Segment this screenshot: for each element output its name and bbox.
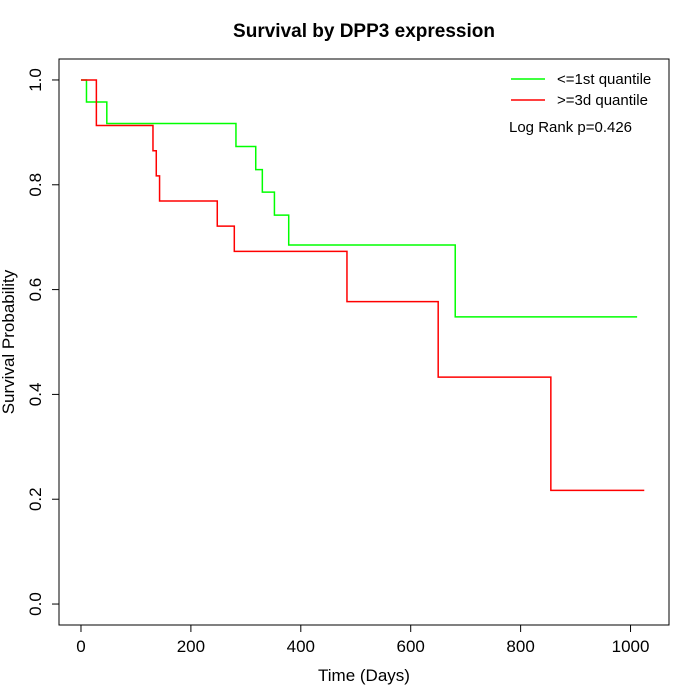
x-tick-label: 800 xyxy=(506,637,534,656)
x-axis: 0 200 400 600 800 1000 xyxy=(76,624,650,656)
y-tick-label: 0.6 xyxy=(26,278,45,302)
x-tick-label: 400 xyxy=(287,637,315,656)
y-tick-label: 0.0 xyxy=(26,592,45,616)
x-tick-label: 0 xyxy=(76,637,85,656)
y-tick-label: 0.8 xyxy=(26,173,45,197)
series-line-low xyxy=(80,79,638,318)
legend-label-low: <=1st quantile xyxy=(557,71,651,88)
legend: <=1st quantile >=3d quantile xyxy=(511,71,651,109)
plot-frame xyxy=(58,58,670,626)
y-axis-label: Survival Probability xyxy=(0,269,18,414)
y-tick-label: 0.4 xyxy=(26,383,45,407)
x-axis-label: Time (Days) xyxy=(318,666,410,685)
chart-title: Survival by DPP3 expression xyxy=(233,21,495,42)
x-tick-label: 600 xyxy=(397,637,425,656)
series-lines xyxy=(80,79,645,492)
y-axis: 0.0 0.2 0.4 0.6 0.8 1.0 xyxy=(26,68,60,616)
log-rank-annotation: Log Rank p=0.426 xyxy=(509,119,632,136)
series-line-high xyxy=(80,79,645,492)
x-tick-label: 200 xyxy=(177,637,205,656)
y-tick-label: 1.0 xyxy=(26,68,45,92)
legend-label-high: >=3d quantile xyxy=(557,92,648,109)
x-tick-label: 1000 xyxy=(612,637,650,656)
y-tick-label: 0.2 xyxy=(26,487,45,511)
